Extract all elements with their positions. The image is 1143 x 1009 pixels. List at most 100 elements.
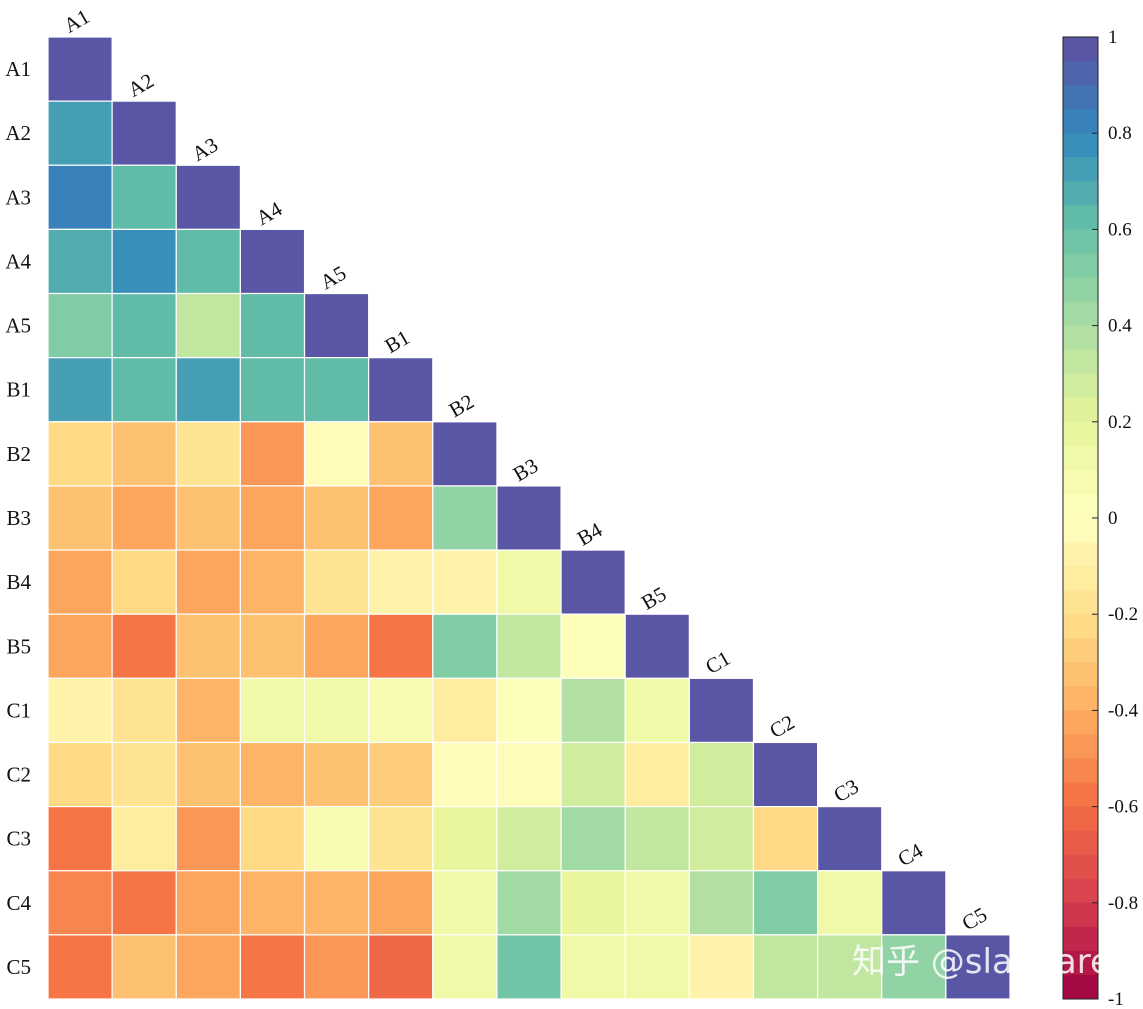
heatmap-cell-A4-A2 xyxy=(111,228,177,295)
row-label: B3 xyxy=(6,506,31,530)
colorbar-tick-label: -0.4 xyxy=(1108,700,1139,721)
column-label: B2 xyxy=(445,389,478,422)
heatmap-cell-C2-B3 xyxy=(496,741,562,808)
heatmap-cell-C3-A5 xyxy=(303,805,370,872)
row-label: A4 xyxy=(5,249,31,273)
colorbar-level xyxy=(1063,590,1098,615)
colorbar-level xyxy=(1063,902,1098,928)
heatmap-cell-B3-A2 xyxy=(111,485,177,551)
heatmap-cell-B3-B2 xyxy=(432,485,498,551)
heatmap-cell-C1-C1 xyxy=(688,677,755,744)
heatmap-cell-B4-A1 xyxy=(47,549,113,615)
colorbar-level xyxy=(1063,686,1098,711)
colorbar-level xyxy=(1063,710,1098,735)
colorbar-tick-label: 0.8 xyxy=(1108,123,1132,144)
heatmap-cell-C2-A1 xyxy=(47,741,113,808)
colorbar-level xyxy=(1063,830,1098,856)
heatmap-cell-C3-B2 xyxy=(432,805,498,872)
heatmap-cell-C5-C5 xyxy=(945,934,1011,1000)
heatmap-cell-C4-C2 xyxy=(752,870,819,936)
heatmap-cell-C2-A4 xyxy=(239,741,306,808)
colorbar-tick-label: 0 xyxy=(1108,508,1118,529)
colorbar-level xyxy=(1063,133,1098,158)
heatmap-cell-B2-A3 xyxy=(175,421,241,487)
colorbar-level xyxy=(1063,229,1098,254)
heatmap-cell-A4-A1 xyxy=(47,228,113,295)
heatmap-cell-C5-A1 xyxy=(47,934,113,1000)
row-label: B5 xyxy=(6,634,31,658)
column-label: C1 xyxy=(701,646,734,679)
heatmap-cell-B2-A5 xyxy=(303,421,370,487)
heatmap-cell-C4-A1 xyxy=(47,870,113,936)
colorbar-level xyxy=(1063,373,1098,399)
heatmap-cell-C2-B1 xyxy=(368,741,434,808)
colorbar-level xyxy=(1063,926,1098,952)
heatmap-cell-C4-A2 xyxy=(111,870,177,936)
heatmap-cell-C5-B5 xyxy=(624,934,690,1000)
heatmap-cell-B5-A5 xyxy=(303,613,370,679)
heatmap-cell-C4-B4 xyxy=(560,870,626,936)
heatmap-cell-C5-A5 xyxy=(303,934,370,1000)
column-label: A2 xyxy=(124,68,158,102)
heatmap-cell-C3-C2 xyxy=(752,805,819,872)
heatmap-cell-A5-A3 xyxy=(175,292,241,359)
heatmap-cell-C3-C3 xyxy=(816,805,883,872)
row-label: A5 xyxy=(5,314,31,338)
heatmap-cell-C2-A3 xyxy=(175,741,241,808)
heatmap-cell-C1-B3 xyxy=(496,677,562,744)
row-labels: A1 A2 A3 A4 A5 B1 B2 B3 B4 B5 C1 C2 C3 C4 C5 xyxy=(5,57,31,979)
row-label: B4 xyxy=(6,570,31,594)
colorbar-level xyxy=(1063,469,1098,495)
heatmap-cell-B3-A5 xyxy=(303,485,370,551)
heatmap-cell-C4-A3 xyxy=(175,870,241,936)
colorbar-level xyxy=(1063,662,1098,687)
colorbar-level xyxy=(1063,253,1098,278)
heatmap-cell-C1-A3 xyxy=(175,677,241,744)
colorbar-tick-label: 1 xyxy=(1108,27,1118,48)
row-label: A3 xyxy=(5,185,31,209)
heatmap-cell-B5-B1 xyxy=(368,613,434,679)
heatmap-cell-C4-B2 xyxy=(432,870,498,936)
heatmap-cell-C3-A4 xyxy=(239,805,306,872)
colorbar-level xyxy=(1063,878,1098,904)
colorbar-level xyxy=(1063,37,1098,62)
heatmap-cell-A5-A4 xyxy=(239,292,306,359)
column-label: C3 xyxy=(830,774,863,807)
heatmap-cell-C4-A4 xyxy=(239,870,306,936)
heatmap-cell-B4-B1 xyxy=(368,549,434,615)
heatmap-cell-B4-A5 xyxy=(303,549,370,615)
column-label: A5 xyxy=(316,261,350,295)
colorbar-level xyxy=(1063,181,1098,206)
heatmap-cell-A4-A3 xyxy=(175,228,241,295)
heatmap-cell-C5-A4 xyxy=(239,934,306,1000)
heatmap-cell-B5-B4 xyxy=(560,613,626,679)
colorbar-tick-label: 0.2 xyxy=(1108,412,1132,433)
heatmap-cell-A5-A1 xyxy=(47,292,113,359)
heatmap-cell-B3-A4 xyxy=(239,485,306,551)
watermark: 知乎 @slandarer xyxy=(852,942,1125,982)
column-label: B5 xyxy=(637,582,670,615)
colorbar-tick-label: 0.4 xyxy=(1108,316,1132,337)
heatmap-cell-C4-C3 xyxy=(816,870,883,936)
heatmap-cell-B5-A4 xyxy=(239,613,306,679)
heatmap-cell-C2-B5 xyxy=(624,741,690,808)
heatmap-cell-C2-B2 xyxy=(432,741,498,808)
heatmap-cell-B2-A1 xyxy=(47,421,113,487)
heatmap-cell-C5-C1 xyxy=(688,934,755,1000)
heatmap-cell-C4-C4 xyxy=(881,870,947,936)
heatmap-cell-B4-B2 xyxy=(432,549,498,615)
colorbar-level xyxy=(1063,493,1098,519)
heatmap-cell-A3-A3 xyxy=(175,164,241,230)
colorbar-level xyxy=(1063,109,1098,134)
heatmap-cell-C2-C1 xyxy=(688,741,755,808)
heatmap-cell-A4-A4 xyxy=(239,228,306,295)
column-label: C4 xyxy=(894,838,928,871)
colorbar-level xyxy=(1063,157,1098,182)
heatmap-cell-C4-B3 xyxy=(496,870,562,936)
row-label: B1 xyxy=(6,378,31,402)
heatmap-cell-A2-A2 xyxy=(111,100,177,166)
heatmap-cell-C2-B4 xyxy=(560,741,626,808)
heatmap-cell-B5-A1 xyxy=(47,613,113,679)
heatmap-cell-C5-A3 xyxy=(175,934,241,1000)
heatmap-cell-C3-A3 xyxy=(175,805,241,872)
